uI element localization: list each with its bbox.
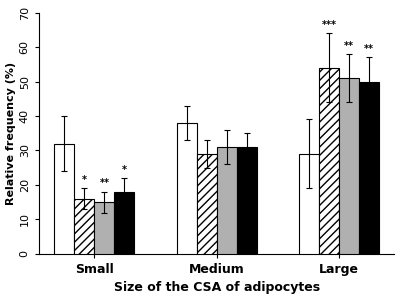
Bar [216,147,237,254]
Bar [237,147,257,254]
Bar [359,82,379,254]
Text: *: * [122,165,127,175]
Text: **: ** [99,178,109,188]
Bar [196,154,216,254]
Text: *: * [82,175,87,185]
X-axis label: Size of the CSA of adipocytes: Size of the CSA of adipocytes [114,281,320,294]
Bar [94,202,114,254]
Bar [114,192,134,254]
Text: **: ** [344,40,354,50]
Bar [176,123,196,254]
Bar [319,68,339,254]
Bar [54,144,74,254]
Y-axis label: Relative frequency (%): Relative frequency (%) [6,62,16,205]
Bar [339,78,359,254]
Bar [299,154,319,254]
Bar [74,199,94,254]
Text: ***: *** [321,20,336,30]
Text: **: ** [364,44,374,54]
